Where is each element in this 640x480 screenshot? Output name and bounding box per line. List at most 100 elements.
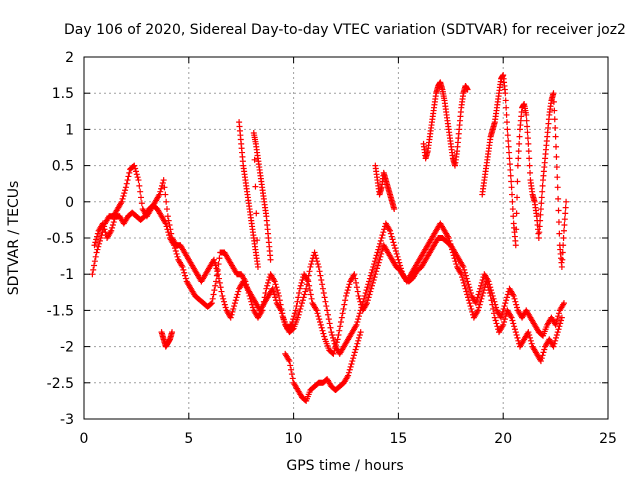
data-point <box>91 242 98 249</box>
data-point <box>217 284 224 291</box>
data-point <box>291 310 298 317</box>
data-point <box>303 285 310 292</box>
data-point <box>346 281 353 288</box>
data-point <box>391 242 398 249</box>
data-point <box>122 187 129 194</box>
data-point <box>490 295 497 302</box>
data-point <box>511 323 518 330</box>
data-point <box>265 279 272 286</box>
data-point <box>289 318 296 325</box>
data-point <box>172 248 179 255</box>
data-point <box>498 314 505 321</box>
data-point <box>337 318 344 325</box>
data-point <box>468 305 475 312</box>
data-point <box>306 287 313 294</box>
data-point <box>460 279 467 286</box>
data-point <box>248 298 255 305</box>
data-point <box>212 282 219 289</box>
data-point <box>96 240 103 247</box>
data-point <box>219 292 226 299</box>
data-point <box>379 232 386 239</box>
data-point <box>181 269 188 276</box>
data-point <box>514 162 521 169</box>
series-track-c <box>158 329 364 404</box>
data-point <box>366 275 373 282</box>
data-point <box>179 263 186 270</box>
data-point <box>328 329 335 336</box>
data-point <box>551 340 558 347</box>
data-point <box>366 278 373 285</box>
data-point <box>336 327 343 334</box>
x-tick-label: 20 <box>494 431 512 447</box>
data-point <box>390 239 397 246</box>
data-point <box>509 317 516 324</box>
y-tick-label: 2 <box>65 50 74 66</box>
data-point <box>319 281 326 288</box>
data-point <box>355 313 362 320</box>
x-tick-label: 5 <box>184 431 193 447</box>
y-tick-label: -0.5 <box>47 231 74 247</box>
data-point <box>305 278 312 285</box>
data-point <box>270 288 277 295</box>
data-point <box>391 206 398 213</box>
data-point <box>466 284 473 291</box>
data-point <box>473 297 480 304</box>
data-point <box>510 292 517 299</box>
data-point <box>321 333 328 340</box>
data-point <box>370 263 377 270</box>
data-point <box>294 298 301 305</box>
data-point <box>554 316 561 323</box>
data-point <box>539 352 546 359</box>
data-point <box>371 258 378 265</box>
series-track-e <box>372 162 398 213</box>
data-point <box>276 297 283 304</box>
data-point <box>514 334 521 341</box>
data-point <box>357 298 364 305</box>
data-point <box>159 179 166 186</box>
data-point <box>307 291 314 298</box>
data-point <box>535 235 542 241</box>
data-point <box>345 369 352 376</box>
data-point <box>559 256 566 263</box>
data-point <box>488 287 495 294</box>
data-point <box>561 221 568 228</box>
data-point <box>229 308 236 315</box>
data-point <box>461 266 468 273</box>
data-point <box>537 206 544 213</box>
data-point <box>478 295 485 302</box>
data-point <box>515 155 522 162</box>
data-point <box>475 307 482 314</box>
data-point <box>476 288 483 295</box>
data-point <box>464 291 471 298</box>
data-point <box>302 288 309 295</box>
data-point <box>118 198 125 205</box>
data-point <box>486 281 493 288</box>
data-point <box>377 253 384 260</box>
data-point <box>324 307 331 314</box>
data-point <box>132 168 139 175</box>
data-point <box>491 298 498 305</box>
data-point <box>504 126 511 133</box>
data-point <box>214 266 221 273</box>
y-tick-label: -1 <box>60 267 74 283</box>
y-tick-label: -2 <box>60 340 74 356</box>
data-point <box>94 230 101 237</box>
data-point <box>249 301 256 308</box>
data-point <box>124 177 131 184</box>
data-point <box>334 336 341 343</box>
data-point <box>278 305 285 312</box>
data-point <box>537 211 544 218</box>
data-point <box>503 104 510 111</box>
data-point <box>356 295 363 302</box>
data-point <box>558 263 565 270</box>
data-point <box>279 310 286 317</box>
data-point <box>552 124 559 131</box>
data-point <box>347 363 354 370</box>
data-point <box>161 184 168 191</box>
data-point <box>99 220 106 227</box>
data-point <box>554 329 561 336</box>
data-point <box>332 342 339 349</box>
data-point <box>392 248 399 255</box>
data-point <box>221 301 228 308</box>
data-point <box>164 206 171 213</box>
